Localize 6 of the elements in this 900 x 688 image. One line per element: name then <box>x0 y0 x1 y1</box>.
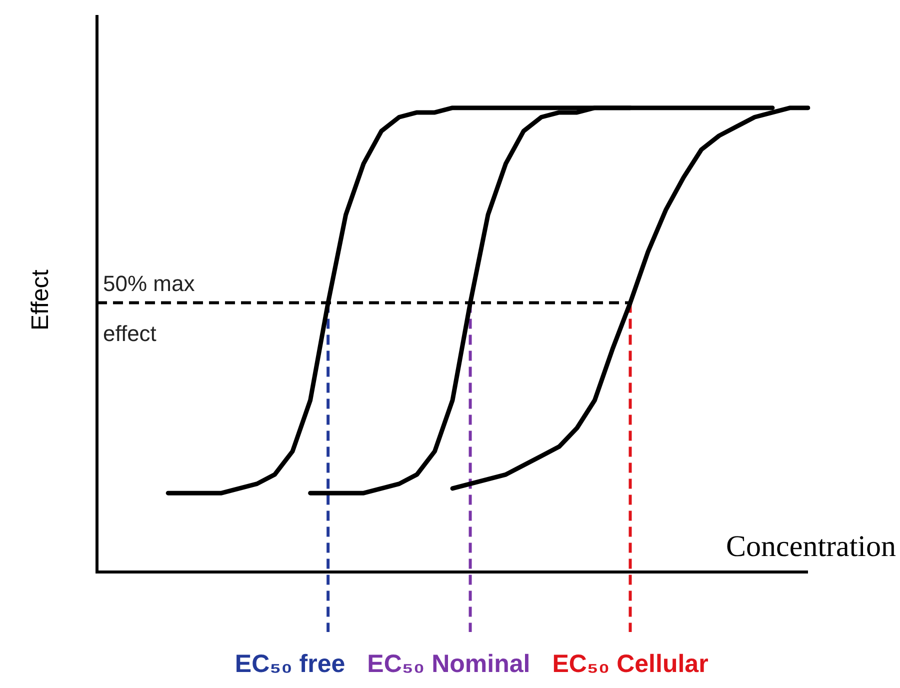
text: EC₅₀ free <box>234 650 346 678</box>
text: EC₅₀ Cellular <box>552 650 708 678</box>
ref-line-label: 50% max effect <box>103 270 195 346</box>
text: EC₅₀ Nominal <box>367 650 530 678</box>
x-axis-title: Concentration <box>726 530 896 563</box>
y-axis-title: Effect <box>27 269 54 330</box>
